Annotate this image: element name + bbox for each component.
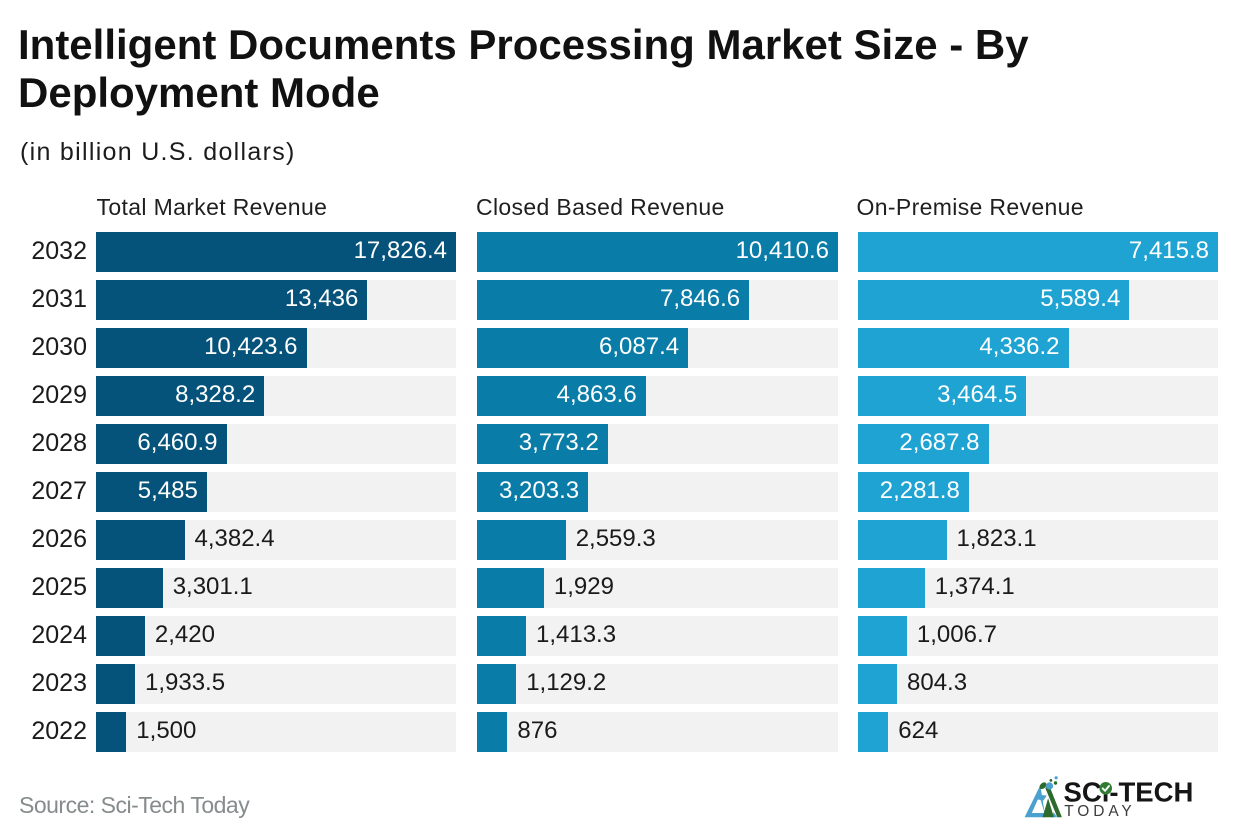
svg-text:SCı-TECH: SCı-TECH (1064, 777, 1194, 808)
svg-text:TODAY: TODAY (1064, 803, 1135, 820)
